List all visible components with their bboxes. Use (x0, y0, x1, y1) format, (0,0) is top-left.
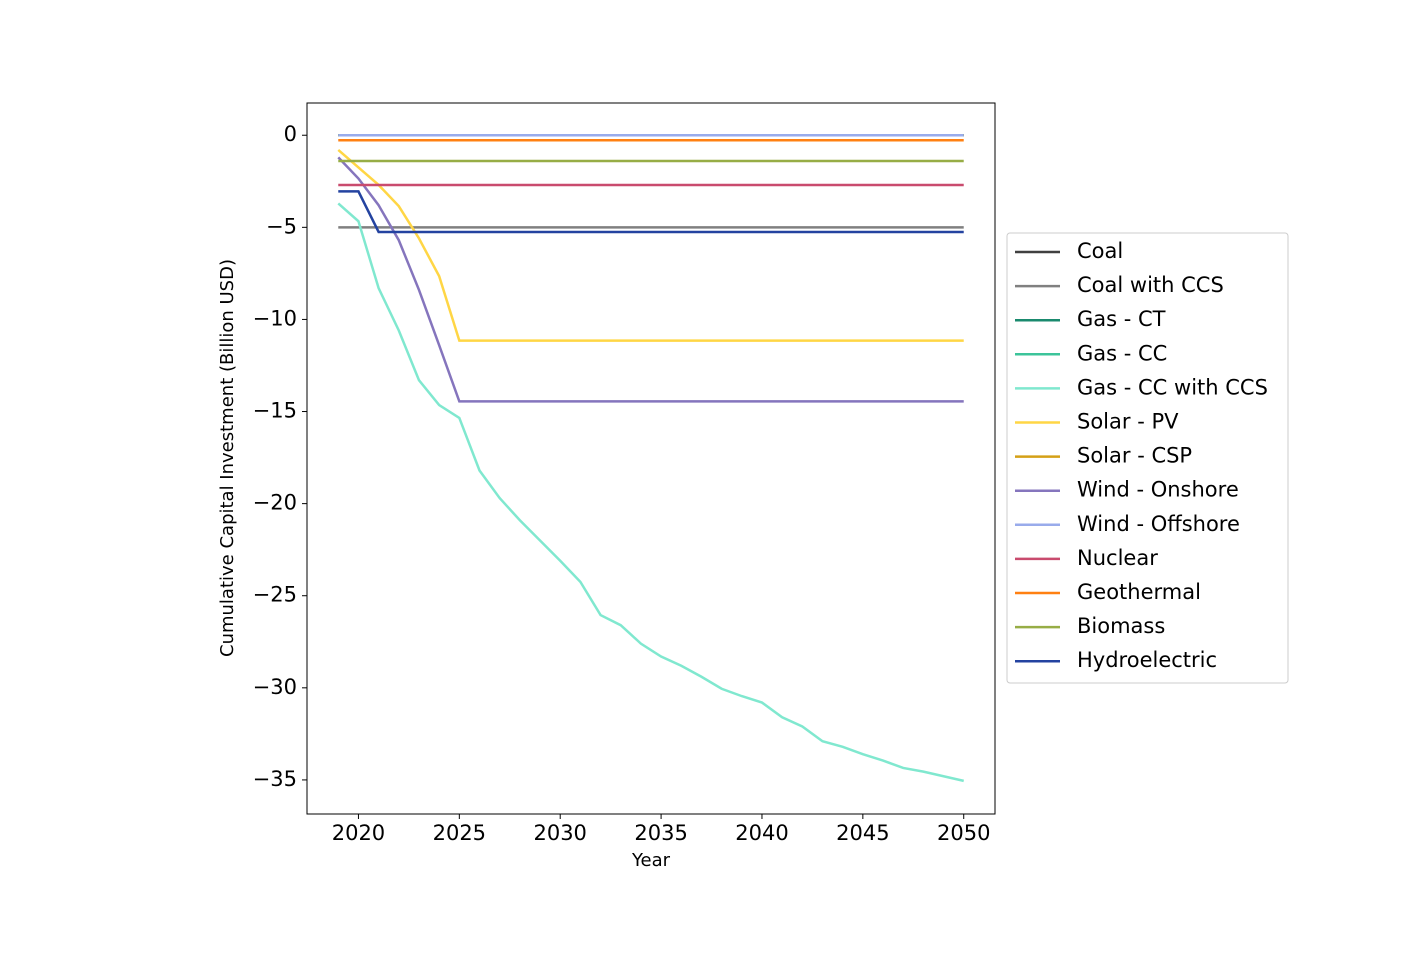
x-tick-label: 2030 (533, 821, 586, 845)
legend-label: Wind - Offshore (1077, 512, 1240, 536)
legend-label: Solar - PV (1077, 410, 1179, 434)
y-tick-label: −30 (253, 675, 297, 699)
legend-label: Gas - CC (1077, 341, 1167, 365)
x-tick-label: 2045 (836, 821, 889, 845)
y-tick-label: −15 (253, 399, 297, 423)
legend-label: Gas - CT (1077, 307, 1166, 331)
series-line (337, 202, 965, 783)
series-line (337, 156, 964, 403)
y-tick-label: −25 (253, 583, 297, 607)
x-tick-label: 2020 (332, 821, 385, 845)
legend-label: Nuclear (1077, 546, 1158, 570)
x-tick-label: 2025 (433, 821, 486, 845)
legend-label: Coal (1077, 239, 1123, 263)
legend-label: Solar - CSP (1077, 444, 1192, 468)
legend-label: Hydroelectric (1077, 648, 1217, 672)
legend-label: Geothermal (1077, 580, 1201, 604)
plot-frame (306, 102, 996, 815)
y-tick-label: −5 (266, 214, 297, 238)
x-tick-label: 2050 (937, 821, 990, 845)
x-axis-label: Year (631, 850, 671, 871)
y-tick-label: −10 (253, 306, 297, 330)
y-tick-label: 0 (284, 122, 297, 146)
y-tick-label: −35 (253, 767, 297, 791)
series-line (338, 190, 964, 234)
y-axis-label: Cumulative Capital Investment (Billion U… (217, 259, 238, 657)
series-line (337, 149, 964, 342)
x-tick-label: 2035 (634, 821, 687, 845)
legend-box (1006, 232, 1289, 684)
y-tick-label: −20 (253, 491, 297, 515)
legend-label: Wind - Onshore (1077, 478, 1239, 502)
x-tick-label: 2040 (735, 821, 788, 845)
legend-label: Coal with CCS (1077, 273, 1224, 297)
legend-label: Biomass (1077, 614, 1165, 638)
legend-label: Gas - CC with CCS (1077, 375, 1268, 399)
